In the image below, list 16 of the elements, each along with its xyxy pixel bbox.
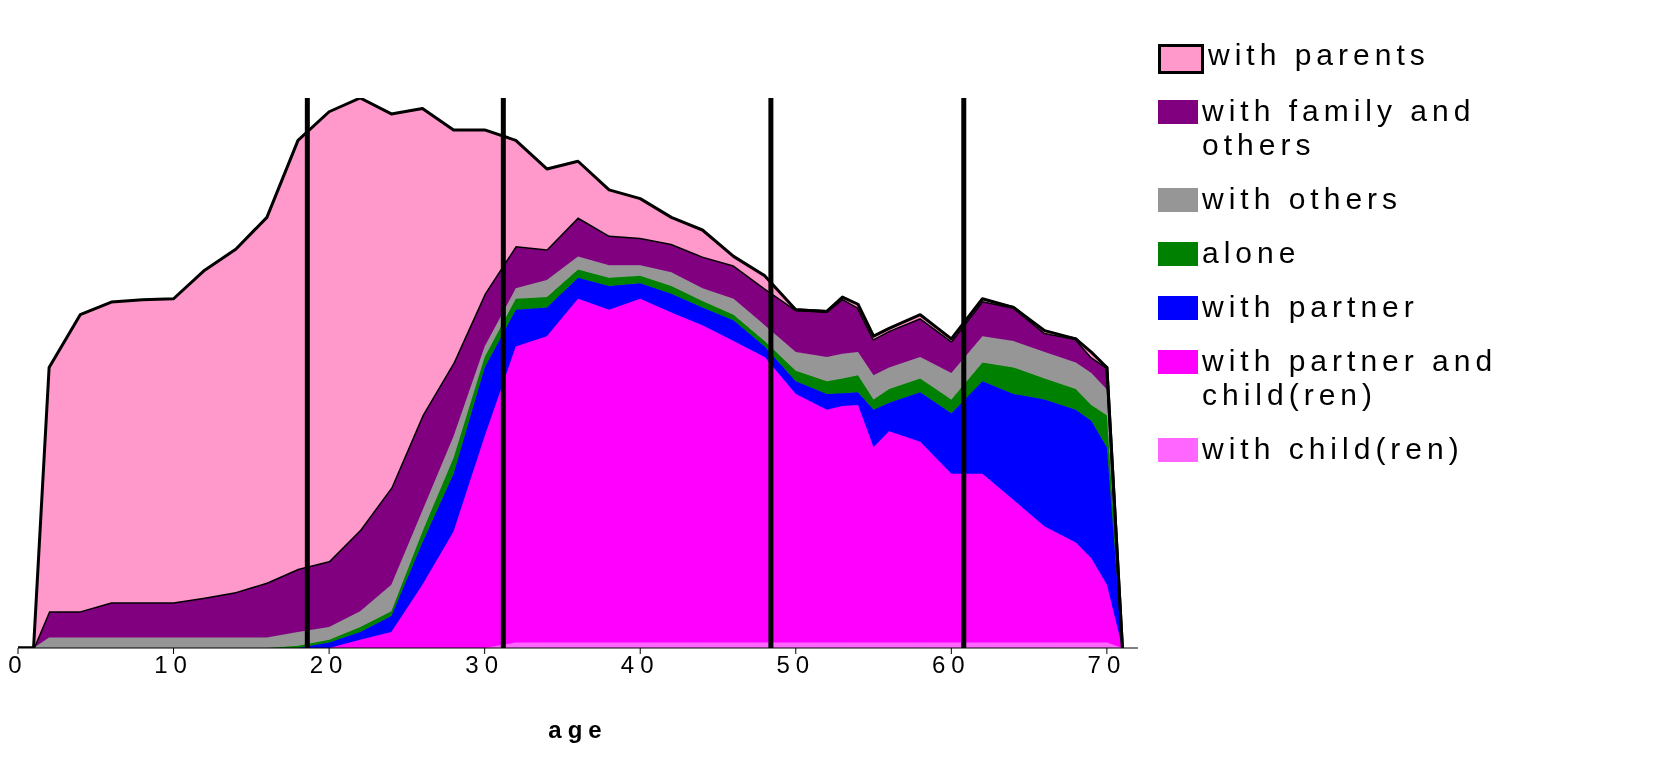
x-tick-label: 60	[931, 651, 971, 679]
x-axis-title: age	[548, 716, 608, 743]
x-tick-label: 30	[465, 651, 505, 679]
legend-label: with parents	[1208, 38, 1430, 72]
x-tick-label: 50	[776, 651, 816, 679]
x-tick-label: 0	[8, 651, 28, 679]
legend-label: alone	[1202, 236, 1301, 270]
legend-label: with partner	[1202, 290, 1419, 324]
x-tick-label: 70	[1087, 651, 1127, 679]
x-tick-label: 20	[309, 651, 349, 679]
legend-label: with others	[1202, 182, 1403, 216]
x-tick-label: 40	[620, 651, 660, 679]
legend-label: with child(ren)	[1202, 432, 1464, 466]
legend-label: with family and others	[1202, 94, 1477, 162]
legend-label: with partner and child(ren)	[1202, 344, 1499, 412]
x-tick-label: 10	[154, 651, 193, 679]
